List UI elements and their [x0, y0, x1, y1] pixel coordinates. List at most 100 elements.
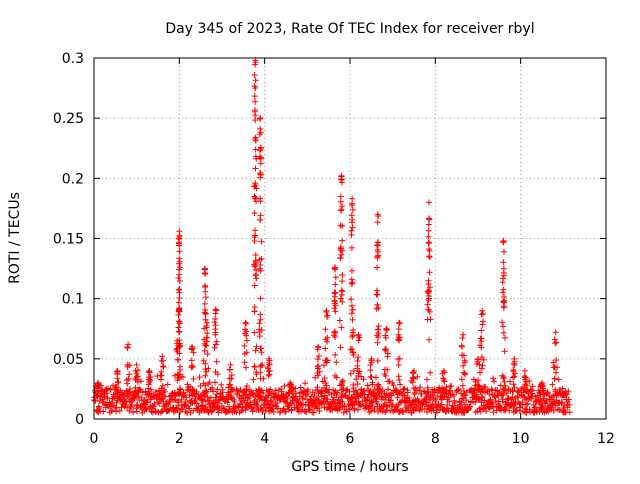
data-point — [176, 258, 183, 265]
data-point — [337, 193, 344, 200]
data-point — [176, 307, 183, 314]
data-point — [257, 375, 264, 382]
data-point — [426, 253, 433, 260]
data-point — [337, 382, 344, 389]
data-point — [156, 391, 163, 398]
data-point — [479, 362, 486, 369]
data-point — [228, 372, 235, 379]
data-point — [480, 356, 487, 363]
data-point — [451, 399, 458, 406]
data-point — [374, 246, 381, 253]
data-point — [539, 385, 546, 392]
data-point — [201, 393, 208, 400]
data-point — [201, 347, 208, 354]
data-point — [133, 370, 140, 377]
data-point — [252, 227, 259, 234]
data-point — [257, 160, 264, 167]
data-point — [552, 329, 559, 336]
data-point — [566, 401, 573, 408]
data-point — [199, 402, 206, 409]
data-point — [176, 328, 183, 335]
data-point — [118, 404, 125, 411]
data-point — [188, 362, 195, 369]
data-point — [374, 211, 381, 218]
data-point — [176, 255, 183, 262]
data-point — [226, 375, 233, 382]
data-point — [258, 345, 265, 352]
data-point — [397, 381, 404, 388]
data-point — [511, 361, 518, 368]
data-point — [384, 326, 391, 333]
data-point — [203, 388, 210, 395]
data-point — [341, 403, 348, 410]
data-point — [357, 402, 364, 409]
data-point — [480, 385, 487, 392]
data-point — [476, 342, 483, 349]
data-point — [338, 324, 345, 331]
data-point — [500, 248, 507, 255]
data-point — [460, 395, 467, 402]
data-point — [479, 310, 486, 317]
data-point — [331, 372, 338, 379]
data-point — [427, 369, 434, 376]
data-point — [479, 307, 486, 314]
data-point — [96, 404, 103, 411]
data-point — [196, 374, 203, 381]
data-point — [251, 71, 258, 78]
data-point — [426, 247, 433, 254]
data-point — [458, 399, 465, 406]
data-point — [304, 386, 311, 393]
data-point — [265, 368, 272, 375]
data-point — [145, 376, 152, 383]
data-point — [499, 398, 506, 405]
data-point — [425, 199, 432, 206]
data-point — [100, 398, 107, 405]
data-point — [256, 320, 263, 327]
data-point — [112, 384, 119, 391]
data-point — [426, 284, 433, 291]
data-point — [405, 407, 412, 414]
data-point — [371, 407, 378, 414]
data-point — [425, 281, 432, 288]
data-point — [339, 278, 346, 285]
data-point — [409, 379, 416, 386]
data-point — [188, 357, 195, 364]
data-point — [204, 319, 211, 326]
x-axis-label: GPS time / hours — [291, 459, 408, 475]
data-point — [382, 346, 389, 353]
data-point — [139, 389, 146, 396]
data-point — [486, 405, 493, 412]
data-point — [347, 370, 354, 377]
data-point — [257, 389, 264, 396]
data-point — [527, 408, 534, 415]
data-point — [499, 372, 506, 379]
data-point — [560, 391, 567, 398]
data-point — [211, 319, 218, 326]
grid-layer — [94, 58, 606, 419]
data-point — [146, 367, 153, 374]
data-point — [332, 308, 339, 315]
data-point — [532, 404, 539, 411]
data-point — [460, 331, 467, 338]
data-point — [348, 231, 355, 238]
data-point — [350, 367, 357, 374]
data-point — [324, 313, 331, 320]
data-point — [361, 387, 368, 394]
data-point — [189, 343, 196, 350]
data-point — [487, 396, 494, 403]
data-point — [170, 408, 177, 415]
data-point — [178, 396, 185, 403]
data-point — [176, 343, 183, 350]
data-point — [433, 409, 440, 416]
data-point — [524, 400, 531, 407]
data-point — [350, 381, 357, 388]
data-point — [192, 396, 199, 403]
data-point — [176, 318, 183, 325]
data-point — [108, 401, 115, 408]
x-tick-label: 6 — [346, 431, 355, 447]
data-point — [348, 267, 355, 274]
data-point — [152, 389, 159, 396]
data-point — [509, 394, 516, 401]
data-point — [322, 345, 329, 352]
data-point — [395, 373, 402, 380]
